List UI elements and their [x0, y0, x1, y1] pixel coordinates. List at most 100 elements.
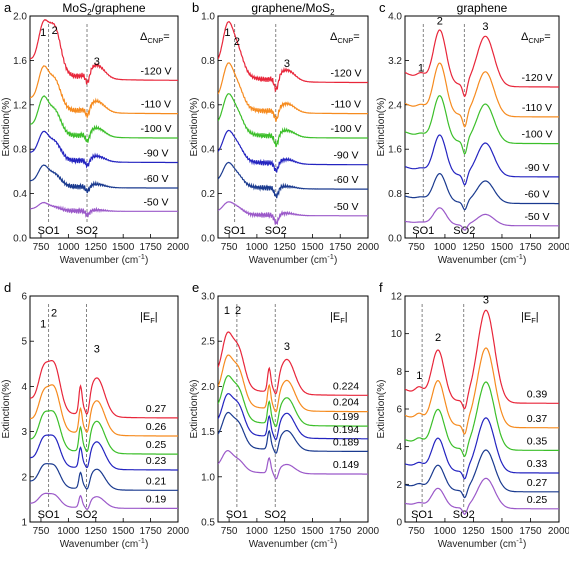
series-label: -120 V: [522, 72, 553, 84]
y-tick-label: 2.5: [201, 337, 215, 348]
peak-label-2: 2: [52, 25, 58, 37]
y-tick-label: 0.0: [201, 234, 215, 245]
x-tick-label: 2000: [548, 526, 569, 537]
series-line-2: [218, 62, 368, 122]
series-line-2: [30, 384, 178, 437]
x-tick-label: 1750: [519, 526, 542, 537]
series-label: -90 V: [333, 150, 358, 162]
x-tick-label: 1000: [434, 242, 457, 253]
series-line-1: [30, 360, 178, 419]
x-axis-label: Wavenumber (cm-1): [249, 252, 338, 266]
series-line-1: [30, 19, 178, 85]
series-label: -100 V: [331, 123, 362, 135]
legend-title-end: |: [345, 311, 348, 323]
panel-title-sub: 2: [87, 8, 92, 17]
y-tick-label: 8: [396, 367, 402, 378]
series-line-3: [405, 381, 559, 458]
series-label: -60 V: [143, 173, 168, 185]
series-line-3: [218, 93, 368, 148]
x-tick-label: 1500: [112, 242, 135, 253]
y-tick-label: 1.6: [13, 56, 27, 67]
x-axis-label: Wavenumber (cm-1): [438, 536, 527, 550]
peak-label-1: 1: [40, 319, 46, 331]
y-tick-label: 0.6: [201, 100, 215, 111]
guide-label: SO2: [453, 509, 475, 521]
series-line-4: [218, 393, 368, 441]
plot-frame: [217, 15, 369, 239]
x-tick-label: 2000: [548, 242, 569, 253]
x-tick-label: 1750: [139, 526, 162, 537]
x-axis-label-text: Wavenumber (cm: [249, 255, 328, 266]
y-tick-label: 2: [21, 472, 27, 483]
series-label: 0.25: [527, 494, 548, 506]
y-tick-label: 1.5: [201, 427, 215, 438]
peak-label-3: 3: [482, 21, 488, 33]
x-tick-label: 1500: [491, 526, 514, 537]
legend-title-main: |E: [140, 311, 150, 323]
y-tick-label: 0.0: [13, 234, 27, 245]
guide-label: SO2: [265, 225, 287, 237]
legend-title-sub: F: [531, 316, 536, 325]
peak-label-1: 1: [416, 370, 422, 382]
legend-title: |EF|: [140, 311, 158, 325]
x-tick-label: 1000: [246, 526, 269, 537]
x-tick-label: 1000: [57, 242, 80, 253]
y-tick-label: 2.0: [13, 12, 27, 23]
x-axis-label-end: ): [334, 539, 337, 550]
series-label: 0.25: [146, 439, 167, 451]
series-label: -60 V: [333, 174, 358, 186]
series-label: -50 V: [143, 196, 168, 208]
series-label: 0.39: [527, 388, 548, 400]
y-tick-label: 1: [21, 518, 27, 529]
series-label: -110 V: [522, 102, 552, 114]
y-axis-label: Extinction(%): [1, 98, 12, 157]
y-axis-label-text: Extinction(%): [189, 380, 200, 439]
series-line-6: [405, 207, 559, 231]
series-label: -50 V: [333, 201, 358, 213]
series-label: -60 V: [524, 189, 549, 201]
panel-title-main: graphene: [457, 1, 508, 15]
y-axis-label-text: Extinction(%): [1, 380, 12, 439]
peak-label-2: 2: [51, 307, 57, 319]
panel-letter: e: [192, 280, 199, 295]
series-label: -110 V: [331, 99, 361, 111]
peak-label-2: 2: [437, 15, 443, 27]
x-tick-label: 750: [408, 242, 425, 253]
x-axis-label: Wavenumber (cm-1): [249, 536, 338, 550]
peak-label-1: 1: [418, 63, 424, 75]
legend-title-main: Δ: [521, 31, 529, 43]
x-tick-label: 1750: [139, 242, 162, 253]
peak-label-3: 3: [483, 295, 489, 307]
plot-frame: [217, 295, 369, 523]
series-label: 0.35: [527, 435, 548, 447]
plot-frame: [29, 15, 179, 239]
panel-c: c graphene 0.0 0.8 1.6 2.4 3.2 4.0 750 1000 1250 15…: [376, 0, 569, 266]
x-axis-label-end: ): [145, 255, 148, 266]
x-axis-label-text: Wavenumber (cm: [60, 539, 139, 550]
y-tick-label: 1.2: [13, 100, 27, 111]
series-label: -50 V: [524, 211, 549, 223]
peak-label-3: 3: [94, 56, 100, 68]
x-tick-label: 2000: [167, 526, 190, 537]
y-tick-label: 2.0: [201, 382, 215, 393]
panel-title: MoS2/graphene: [62, 1, 146, 17]
series-label: 0.27: [527, 477, 548, 489]
y-tick-label: 3: [21, 427, 27, 438]
y-axis-label: Extinction(%): [376, 380, 387, 439]
series-line-2: [30, 65, 178, 120]
series-label: -90 V: [143, 148, 168, 160]
x-tick-label: 1500: [301, 526, 324, 537]
series-label: -120 V: [141, 65, 172, 77]
x-axis-label-end: ): [523, 539, 526, 550]
x-tick-label: 1000: [57, 526, 80, 537]
y-tick-label: 2: [396, 480, 402, 491]
peak-label-1: 1: [40, 27, 46, 39]
x-axis-label-sup: -1: [327, 252, 334, 261]
panel-letter: f: [379, 280, 383, 295]
y-tick-label: 1.6: [388, 145, 402, 156]
series-line-3: [30, 95, 178, 143]
series-label: 0.27: [146, 403, 167, 415]
x-tick-label: 1000: [434, 526, 457, 537]
guide-label: SO2: [453, 225, 475, 237]
